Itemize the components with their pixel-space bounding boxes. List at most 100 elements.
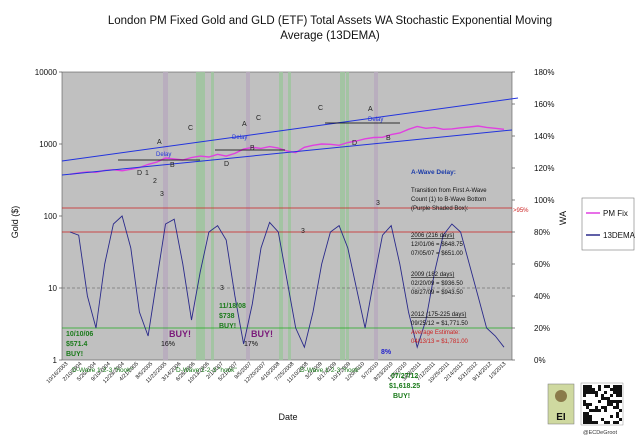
legend-label-13dema: 13DEMA (603, 231, 636, 240)
y-right-tick-label-3: 120% (534, 164, 554, 173)
shade-band-7 (346, 72, 349, 360)
y-right-tick-label-5: 80% (534, 228, 550, 237)
wave-label-7: A (242, 121, 247, 128)
estimate-header: Average Estimate: (411, 330, 460, 336)
buy-2008-price: $738 (219, 313, 235, 320)
y-left-tick-label-0: 10000 (35, 68, 58, 77)
y-right-axis-label: WA (558, 211, 568, 225)
qr-cell (616, 391, 619, 394)
shade-band-5 (288, 72, 291, 360)
lower-trend-line (61, 129, 513, 176)
qr-cell (601, 418, 604, 421)
wave-label-11: B (386, 135, 391, 142)
qr-cell (604, 421, 607, 424)
pct-16: 16% (161, 341, 175, 348)
y-right-tick-label-1: 160% (534, 100, 554, 109)
qr-cell (583, 421, 586, 424)
wave-label-20: 3 (376, 200, 380, 207)
qr-cell (586, 415, 589, 418)
qr-cell (619, 391, 622, 394)
buy-2006-word: BUY! (66, 351, 83, 358)
pct-8: 8% (381, 349, 392, 356)
qr-cell (613, 388, 616, 391)
qr-cell (619, 400, 622, 403)
qr-cell (583, 391, 586, 394)
logo-text: EI (556, 412, 566, 423)
qr-cell (589, 403, 592, 406)
buy-2008-date: 11/18/08 (219, 303, 246, 310)
qr-cell (583, 385, 586, 388)
y-right-tick-label-7: 40% (534, 292, 550, 301)
shade-band-4 (279, 72, 283, 360)
qr-cell (598, 388, 601, 391)
qr-cell (616, 421, 619, 424)
y2012-header: 2012 (175-225 days) (411, 312, 466, 318)
qr-cell (586, 391, 589, 394)
qr-cell (586, 421, 589, 424)
qr-cell (586, 418, 589, 421)
y2009-line1: 02/20/09 = $936.50 (411, 281, 464, 287)
desc-line-1: Transition from First A-Wave (411, 188, 487, 194)
dwave-label-1: D-Wave 1-2-3 "hook" (72, 367, 133, 374)
legend-label-pmfix: PM Fix (603, 209, 628, 218)
shade-band-0 (163, 72, 168, 360)
qr-cell (583, 388, 586, 391)
qr-cell (592, 409, 595, 412)
buy-purple-2: BUY! (251, 329, 273, 339)
buy-2006-date: 10/10/06 (66, 331, 93, 338)
y-right-tick-label-0: 180% (534, 68, 554, 77)
qr-cell (610, 415, 613, 418)
qr-cell (589, 421, 592, 424)
qr-cell (592, 388, 595, 391)
qr-cell (592, 391, 595, 394)
a-wave-delay-title: A-Wave Delay: (411, 169, 456, 176)
upper-trend-line (61, 97, 519, 162)
chart-title-line1: London PM Fixed Gold and GLD (ETF) Total… (108, 15, 552, 27)
wave-label-1: 1 (145, 170, 149, 177)
qr-cell (613, 421, 616, 424)
qr-cell (601, 397, 604, 400)
qr-cell (583, 412, 586, 415)
wave-label-0: D (137, 170, 142, 177)
qr-cell (616, 406, 619, 409)
qr-cell (595, 421, 598, 424)
wave-label-9: C (256, 115, 261, 122)
wave-label-15: Delay (368, 117, 383, 123)
y-right-tick-label-2: 140% (534, 132, 554, 141)
y-left-tick-label-3: 10 (48, 284, 57, 293)
wave-label-8: B (250, 145, 255, 152)
qr-cell (619, 385, 622, 388)
wave-label-3: 3 (160, 191, 164, 198)
plot-area (61, 71, 513, 361)
chart-title-line2: Average (13DEMA) (280, 30, 380, 42)
qr-cell (586, 412, 589, 415)
qr-cell (592, 421, 595, 424)
y-right-tick-label-6: 60% (534, 260, 550, 269)
x-axis-label: Date (278, 412, 297, 422)
wave-label-13: Delay (156, 152, 171, 158)
qr-cell (583, 403, 586, 406)
shade-band-1 (196, 72, 205, 360)
qr-cell (589, 409, 592, 412)
qr-cell (607, 400, 610, 403)
qr-cell (616, 403, 619, 406)
buy-2006-price: $571.4 (66, 341, 88, 348)
shade-band-6 (340, 72, 345, 360)
wave-label-5: B (170, 162, 175, 169)
qr-cell (583, 418, 586, 421)
y-left-tick-label-4: 1 (53, 356, 58, 365)
buy-2012-word: BUY! (393, 393, 410, 400)
dwave-label-2: D-Wave 1-2-3 "hook" (176, 367, 237, 374)
y2009-line2: 08/27/09 = $943.50 (411, 290, 464, 296)
wave-label-18: 3 (220, 285, 224, 292)
qr-cell (619, 409, 622, 412)
wave-label-2: 2 (153, 178, 157, 185)
qr-cell (619, 394, 622, 397)
y-left-tick-label-2: 100 (44, 212, 58, 221)
qr-cell (616, 400, 619, 403)
qr-cell (619, 388, 622, 391)
qr-cell (616, 394, 619, 397)
buy-2012-price: $1,618.25 (389, 383, 420, 390)
y-right-tick-label-4: 100% (534, 196, 554, 205)
